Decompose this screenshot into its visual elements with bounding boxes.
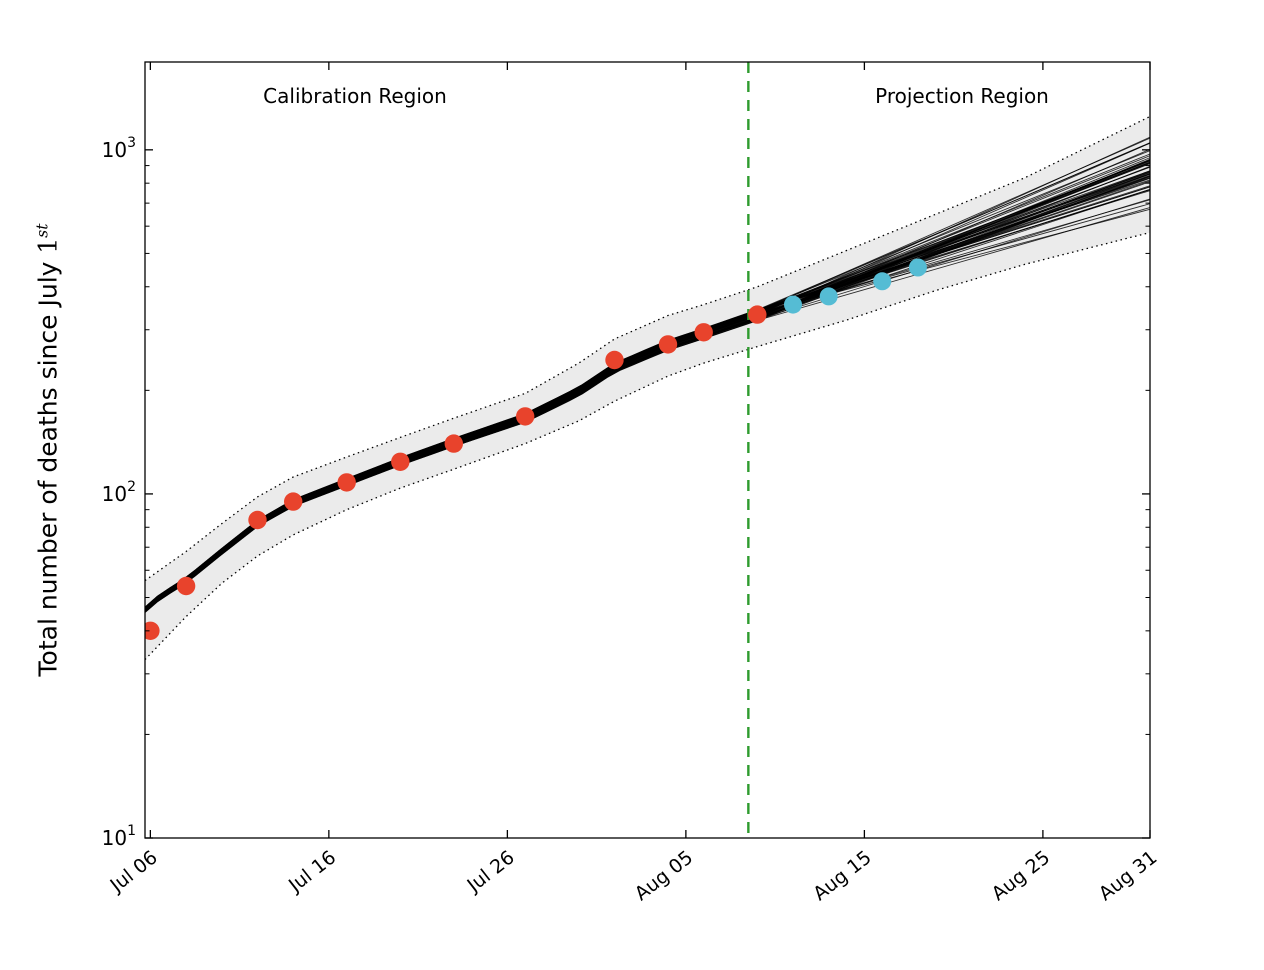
x-axis-tick-label: Aug 15 xyxy=(809,846,876,905)
projection-point xyxy=(908,258,927,277)
x-axis-tick-label: Aug 25 xyxy=(988,846,1055,905)
calibration-point xyxy=(516,407,535,426)
uncertainty-band xyxy=(145,116,1150,660)
calibration-point xyxy=(605,350,624,370)
x-axis-tick-label: Jul 06 xyxy=(106,846,162,897)
x-axis-tick-label: Jul 16 xyxy=(284,846,340,897)
projection-point xyxy=(784,295,802,314)
calibration-point xyxy=(145,621,160,640)
y-axis-tick-label: 103 xyxy=(102,135,136,162)
y-axis-title-superscript: st xyxy=(33,223,52,238)
y-axis-tick-label: 102 xyxy=(102,479,136,506)
calibration-point xyxy=(176,576,196,596)
calibration-point xyxy=(748,305,767,324)
calibration-point xyxy=(284,492,303,511)
y-axis-title-number: 1 xyxy=(33,237,63,254)
calibration-point xyxy=(391,452,410,471)
x-axis-tick-label: Jul 26 xyxy=(463,846,519,897)
y-axis-tick-label: 101 xyxy=(102,823,136,850)
projection-point xyxy=(819,287,838,306)
x-axis-tick-label: Aug 05 xyxy=(631,846,698,905)
calibration-point xyxy=(694,323,713,342)
plot-frame xyxy=(144,61,1151,839)
plot-data-area xyxy=(145,62,1150,838)
y-axis-title-text: Total number of deaths since July xyxy=(33,253,63,677)
projection-region-label: Projection Region xyxy=(875,84,1049,108)
calibration-point xyxy=(444,434,463,453)
band-lower-edge xyxy=(145,231,1150,661)
projection-point xyxy=(873,272,892,291)
calibration-region-label: Calibration Region xyxy=(263,84,447,108)
x-axis-tick-label: Aug 31 xyxy=(1095,846,1162,905)
calibration-point xyxy=(658,335,678,354)
calibration-point xyxy=(337,473,356,492)
calibration-point xyxy=(248,510,267,530)
y-axis-title: Total number of deaths since July 1st xyxy=(33,224,62,677)
